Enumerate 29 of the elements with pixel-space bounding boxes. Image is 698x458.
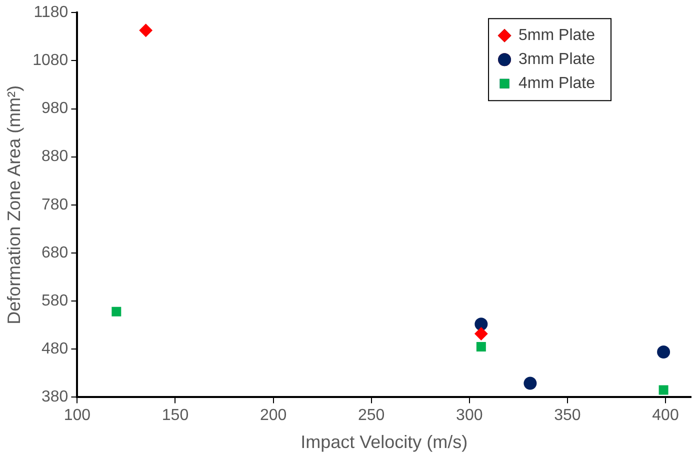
y-tick-label: 880 xyxy=(41,148,68,166)
x-tick-label: 300 xyxy=(456,407,483,424)
point xyxy=(524,376,537,390)
point xyxy=(139,24,152,37)
y-tick-label: 580 xyxy=(41,292,68,310)
x-tick-label: 100 xyxy=(64,407,91,424)
x-tick-label: 200 xyxy=(260,407,287,424)
legend-label: 5mm Plate xyxy=(518,27,596,44)
legend-label: 4mm Plate xyxy=(518,75,596,92)
y-tick-label: 680 xyxy=(41,244,68,262)
point xyxy=(657,346,670,359)
x-tick-label: 400 xyxy=(652,407,679,424)
y-tick-label: 1180 xyxy=(34,4,68,22)
point xyxy=(474,327,488,340)
x-tick-label: 350 xyxy=(554,407,581,424)
point xyxy=(476,342,486,352)
y-tick-label: 1080 xyxy=(32,52,68,70)
y-tick-label: 980 xyxy=(41,100,68,118)
point xyxy=(658,385,668,395)
y-tick-label: 380 xyxy=(41,388,68,406)
x-tick-label: 150 xyxy=(162,407,189,424)
y-tick-label: 780 xyxy=(41,196,68,214)
y-axis-title: Deformation Zone Area (mm²) xyxy=(4,85,24,324)
legend-label: 3mm Plate xyxy=(518,51,596,68)
point xyxy=(474,318,488,331)
point xyxy=(112,306,122,316)
x-tick-label: 250 xyxy=(358,407,385,424)
y-tick-label: 480 xyxy=(41,340,68,358)
x-axis-title: Impact Velocity (m/s) xyxy=(300,432,468,452)
